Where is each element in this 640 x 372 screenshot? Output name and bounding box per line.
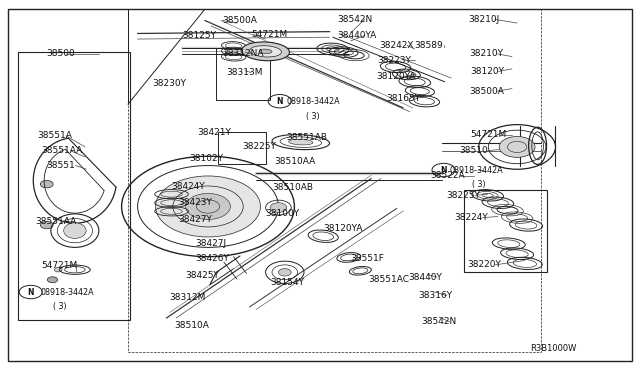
Text: R3B1000W: R3B1000W [530, 344, 576, 353]
Text: 38542N: 38542N [421, 317, 456, 326]
Text: N: N [276, 97, 283, 106]
Text: 38426Y: 38426Y [195, 254, 229, 263]
Text: 38154Y: 38154Y [270, 278, 304, 287]
Text: N: N [440, 166, 447, 174]
Text: 38510: 38510 [460, 146, 488, 155]
Text: 38551: 38551 [47, 161, 76, 170]
Text: 38423Y: 38423Y [178, 198, 212, 207]
Text: 38551AA: 38551AA [42, 146, 83, 155]
Circle shape [54, 267, 62, 272]
Text: 38425Y: 38425Y [186, 271, 220, 280]
Text: 08918-3442A: 08918-3442A [286, 97, 340, 106]
Circle shape [186, 193, 230, 219]
Bar [216, 48, 270, 100]
Ellipse shape [64, 223, 86, 238]
Text: 38551AA: 38551AA [35, 217, 76, 226]
Text: 38120Y: 38120Y [470, 67, 504, 76]
Text: 38427Y: 38427Y [178, 215, 212, 224]
Text: 38551AC: 38551AC [368, 275, 409, 284]
Ellipse shape [289, 139, 313, 145]
Text: 38421Y: 38421Y [197, 128, 231, 137]
Text: 38210J: 38210J [468, 15, 499, 24]
Circle shape [499, 137, 535, 157]
Text: 38440YA: 38440YA [337, 31, 376, 40]
Text: 38210Y: 38210Y [469, 49, 503, 58]
Text: 38522A: 38522A [431, 171, 465, 180]
Text: 38589: 38589 [415, 41, 444, 50]
Text: 38424Y: 38424Y [172, 182, 205, 190]
Ellipse shape [259, 49, 272, 54]
Text: 38440Y: 38440Y [408, 273, 442, 282]
Text: 38312M: 38312M [170, 293, 206, 302]
Text: ( 3): ( 3) [472, 180, 486, 189]
Text: 38100Y: 38100Y [266, 209, 300, 218]
Text: 54721M: 54721M [252, 30, 288, 39]
Text: 38223Y: 38223Y [378, 56, 412, 65]
Text: 38500A: 38500A [222, 16, 257, 25]
Ellipse shape [242, 42, 289, 61]
Circle shape [40, 180, 53, 188]
Text: 38242X: 38242X [380, 41, 414, 50]
Text: 38427J: 38427J [195, 239, 227, 248]
Text: 38120YA: 38120YA [376, 72, 416, 81]
Text: 08918-3442A: 08918-3442A [450, 166, 504, 174]
Text: 38542N: 38542N [337, 15, 372, 24]
Text: 38230Y: 38230Y [152, 79, 186, 88]
Text: 38312NA: 38312NA [223, 49, 264, 58]
Text: 08918-3442A: 08918-3442A [40, 288, 94, 296]
Circle shape [40, 221, 53, 229]
Text: 54721M: 54721M [470, 130, 507, 139]
Circle shape [156, 176, 260, 237]
Text: 38102Y: 38102Y [189, 154, 223, 163]
Text: ( 3): ( 3) [306, 112, 319, 121]
Text: 38165Y: 38165Y [387, 94, 420, 103]
Text: 38500: 38500 [47, 49, 76, 58]
Text: 38225Y: 38225Y [243, 142, 276, 151]
Text: 38120YA: 38120YA [323, 224, 363, 233]
Bar [18, 52, 130, 320]
Text: 38316Y: 38316Y [418, 291, 452, 300]
Bar [464, 190, 547, 272]
Text: 38313M: 38313M [226, 68, 262, 77]
Circle shape [47, 277, 58, 283]
Text: 38220Y: 38220Y [467, 260, 501, 269]
Text: 38125Y: 38125Y [182, 31, 216, 40]
Bar [218, 132, 266, 164]
Text: 38551A: 38551A [37, 131, 72, 140]
Circle shape [270, 203, 287, 212]
Text: 38224Y: 38224Y [454, 213, 488, 222]
Text: 38551F: 38551F [351, 254, 385, 263]
Text: 38510AA: 38510AA [274, 157, 315, 166]
Text: 38500A: 38500A [469, 87, 504, 96]
Text: 54721M: 54721M [42, 262, 78, 270]
Text: N: N [28, 288, 34, 296]
Text: 38551AB: 38551AB [287, 133, 328, 142]
Text: 38225Y: 38225Y [447, 191, 481, 200]
Ellipse shape [250, 46, 282, 57]
Text: 38510AB: 38510AB [272, 183, 313, 192]
Circle shape [278, 269, 291, 276]
Text: ( 3): ( 3) [53, 302, 67, 311]
Text: 38510A: 38510A [175, 321, 209, 330]
